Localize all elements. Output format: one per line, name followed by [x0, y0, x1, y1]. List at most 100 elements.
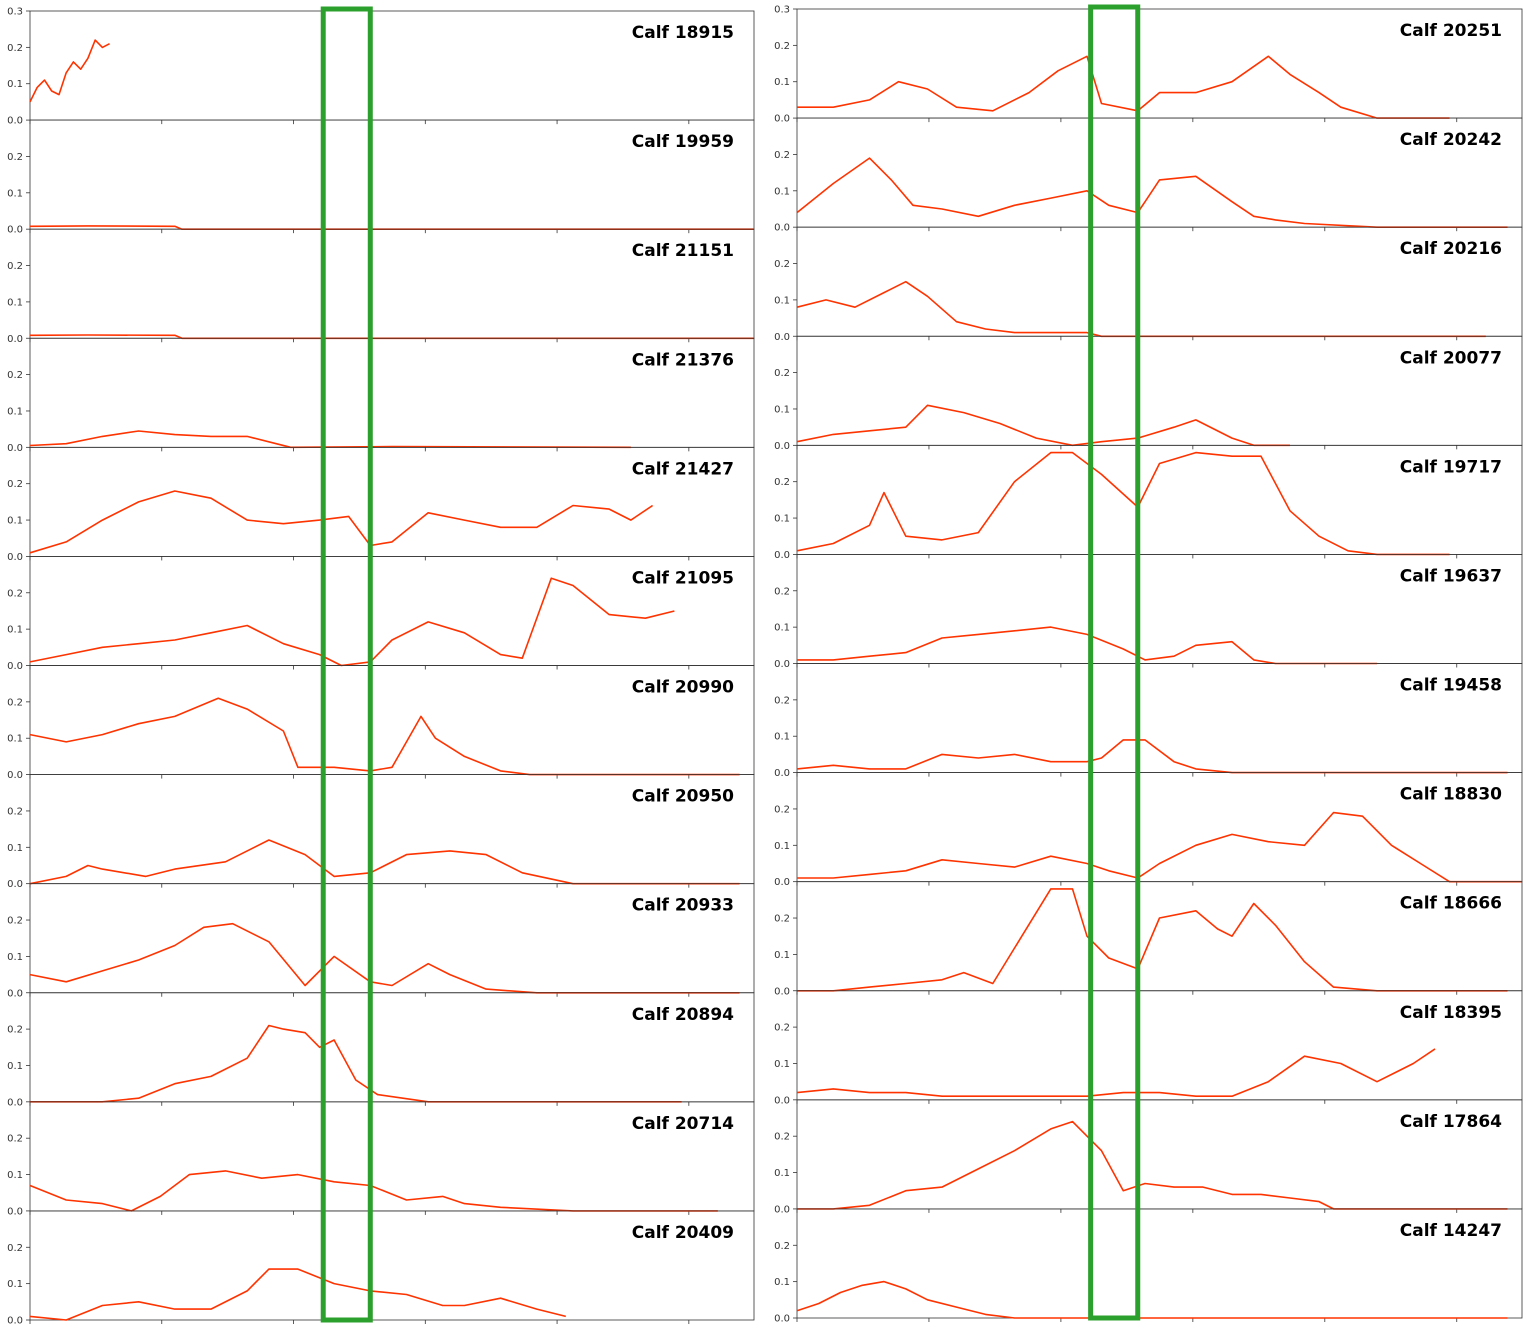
y-tick-label: 0.1 [774, 623, 790, 634]
panel: 0.0 0.1 0.2 Calf 20894 [7, 992, 755, 1108]
series-line [796, 1048, 1436, 1097]
panel: 0.0 0.1 0.2 Calf 20409 [7, 1210, 755, 1327]
panel-title: Calf 20933 [632, 896, 734, 916]
panel: 0.0 0.1 0.2 Calf 20216 [774, 226, 1523, 343]
y-tick-label: 0.2 [774, 1023, 790, 1034]
panel-title: Calf 18395 [1400, 1003, 1502, 1023]
y-tick-label: 0.1 [7, 1170, 23, 1181]
panel: 0.0 0.1 0.2 Calf 18830 [774, 772, 1523, 888]
y-tick-label: 0.0 [774, 223, 790, 234]
series-line [796, 739, 1508, 774]
highlight-boxes [320, 4, 1141, 1323]
y-tick-label: 0.1 [774, 514, 790, 525]
series-line [29, 922, 740, 994]
y-tick-label: 0.2 [7, 261, 23, 272]
panel-title: Calf 19458 [1400, 676, 1502, 696]
y-tick-label: 0.2 [774, 477, 790, 488]
panel-frame [29, 1210, 755, 1321]
panel: 0.0 0.1 0.2 Calf 21427 [7, 446, 755, 563]
y-tick-label: 0.2 [7, 588, 23, 599]
series-line [29, 334, 754, 340]
y-tick-label: 0.1 [7, 188, 23, 199]
y-tick-label: 0.0 [774, 659, 790, 670]
y-tick-label: 0.1 [774, 1059, 790, 1070]
panel-title: Calf 20077 [1400, 348, 1502, 368]
y-tick-label: 0.2 [7, 152, 23, 163]
y-tick-label: 0.1 [7, 843, 23, 854]
panel: 0.0 0.1 0.2 Calf 20950 [7, 774, 755, 890]
y-tick-label: 0.0 [774, 1314, 790, 1325]
series-line [797, 811, 1522, 883]
y-tick-label: 0.0 [774, 114, 790, 125]
y-tick-label: 0.0 [7, 770, 23, 781]
y-tick-label: 0.2 [7, 697, 23, 708]
series-line [796, 280, 1486, 338]
y-tick-label: 0.1 [7, 79, 23, 90]
y-tick-label: 0.1 [7, 625, 23, 636]
y-tick-label: 0.2 [7, 806, 23, 817]
y-tick-label: 0.0 [774, 1095, 790, 1106]
panel: 0.0 0.1 0.2 Calf 14247 [774, 1208, 1523, 1325]
y-tick-label: 0.0 [774, 441, 790, 452]
y-tick-label: 0.0 [7, 661, 23, 672]
y-tick-label: 0.0 [7, 879, 23, 890]
y-tick-label: 0.0 [774, 768, 790, 779]
y-tick-label: 0.2 [7, 1134, 23, 1145]
y-tick-label: 0.2 [7, 1243, 23, 1254]
series-line [29, 1268, 566, 1321]
series-line [796, 451, 1450, 556]
series-line [30, 1024, 682, 1103]
y-tick-label: 0.2 [7, 370, 23, 381]
y-tick-label: 0.2 [774, 586, 790, 597]
y-tick-label: 0.1 [7, 297, 23, 308]
panel-title: Calf 20251 [1400, 21, 1502, 41]
series-line [797, 888, 1508, 992]
y-tick-label: 0.2 [774, 1241, 790, 1252]
panel: 0.0 0.1 0.2 Calf 21151 [7, 228, 755, 345]
y-tick-label: 0.0 [7, 334, 23, 345]
panel: 0.0 0.1 0.2 Calf 19959 [7, 119, 755, 236]
y-tick-label: 0.1 [7, 1279, 23, 1290]
y-tick-label: 0.0 [7, 552, 23, 563]
series-line [797, 626, 1377, 665]
series-line [29, 430, 631, 449]
panel-title: Calf 20714 [632, 1114, 734, 1134]
y-tick-label: 0.2 [774, 1132, 790, 1143]
y-tick-label: 0.1 [774, 1277, 790, 1288]
y-tick-label: 0.0 [7, 225, 23, 236]
panel-title: Calf 18830 [1400, 785, 1502, 805]
y-tick-label: 0.1 [7, 952, 23, 963]
panel-title: Calf 19717 [1400, 457, 1502, 477]
panel: 0.0 0.1 0.2 Calf 19717 [774, 444, 1523, 561]
y-tick-label: 0.1 [774, 186, 790, 197]
panel: 0.0 0.1 0.2 Calf 21095 [7, 556, 755, 672]
panel-title: Calf 20216 [1400, 239, 1502, 259]
panel-title: Calf 20894 [632, 1005, 734, 1025]
panel-title: Calf 20409 [632, 1223, 734, 1243]
panel: 0.0 0.1 0.2 Calf 20242 [774, 117, 1523, 234]
y-tick-label: 0.2 [7, 479, 23, 490]
panel: 0.0 0.1 0.2 Calf 19458 [774, 663, 1523, 779]
panel: 0.0 0.1 0.2 Calf 18666 [774, 881, 1523, 997]
y-tick-label: 0.2 [7, 43, 23, 54]
y-tick-label: 0.3 [774, 5, 790, 16]
y-tick-label: 0.1 [774, 1168, 790, 1179]
panel: 0.0 0.1 0.2 Calf 20077 [774, 335, 1523, 452]
series-line [29, 577, 675, 667]
y-tick-label: 0.2 [774, 41, 790, 52]
y-tick-label: 0.2 [774, 804, 790, 815]
y-tick-label: 0.0 [774, 550, 790, 561]
panel-title: Calf 17864 [1400, 1112, 1502, 1132]
series-line [796, 404, 1290, 447]
series-line [29, 839, 740, 885]
series-line [797, 1120, 1508, 1210]
panel: 0.0 0.1 0.2 0.3 Calf 20251 [774, 5, 1523, 125]
y-tick-label: 0.2 [774, 695, 790, 706]
panel-title: Calf 19637 [1400, 566, 1502, 586]
y-tick-label: 0.0 [774, 1204, 790, 1215]
y-tick-label: 0.1 [774, 950, 790, 961]
series-line [29, 225, 754, 230]
series-line [796, 1280, 1508, 1319]
panel: 0.0 0.1 0.2 Calf 20933 [7, 883, 755, 999]
